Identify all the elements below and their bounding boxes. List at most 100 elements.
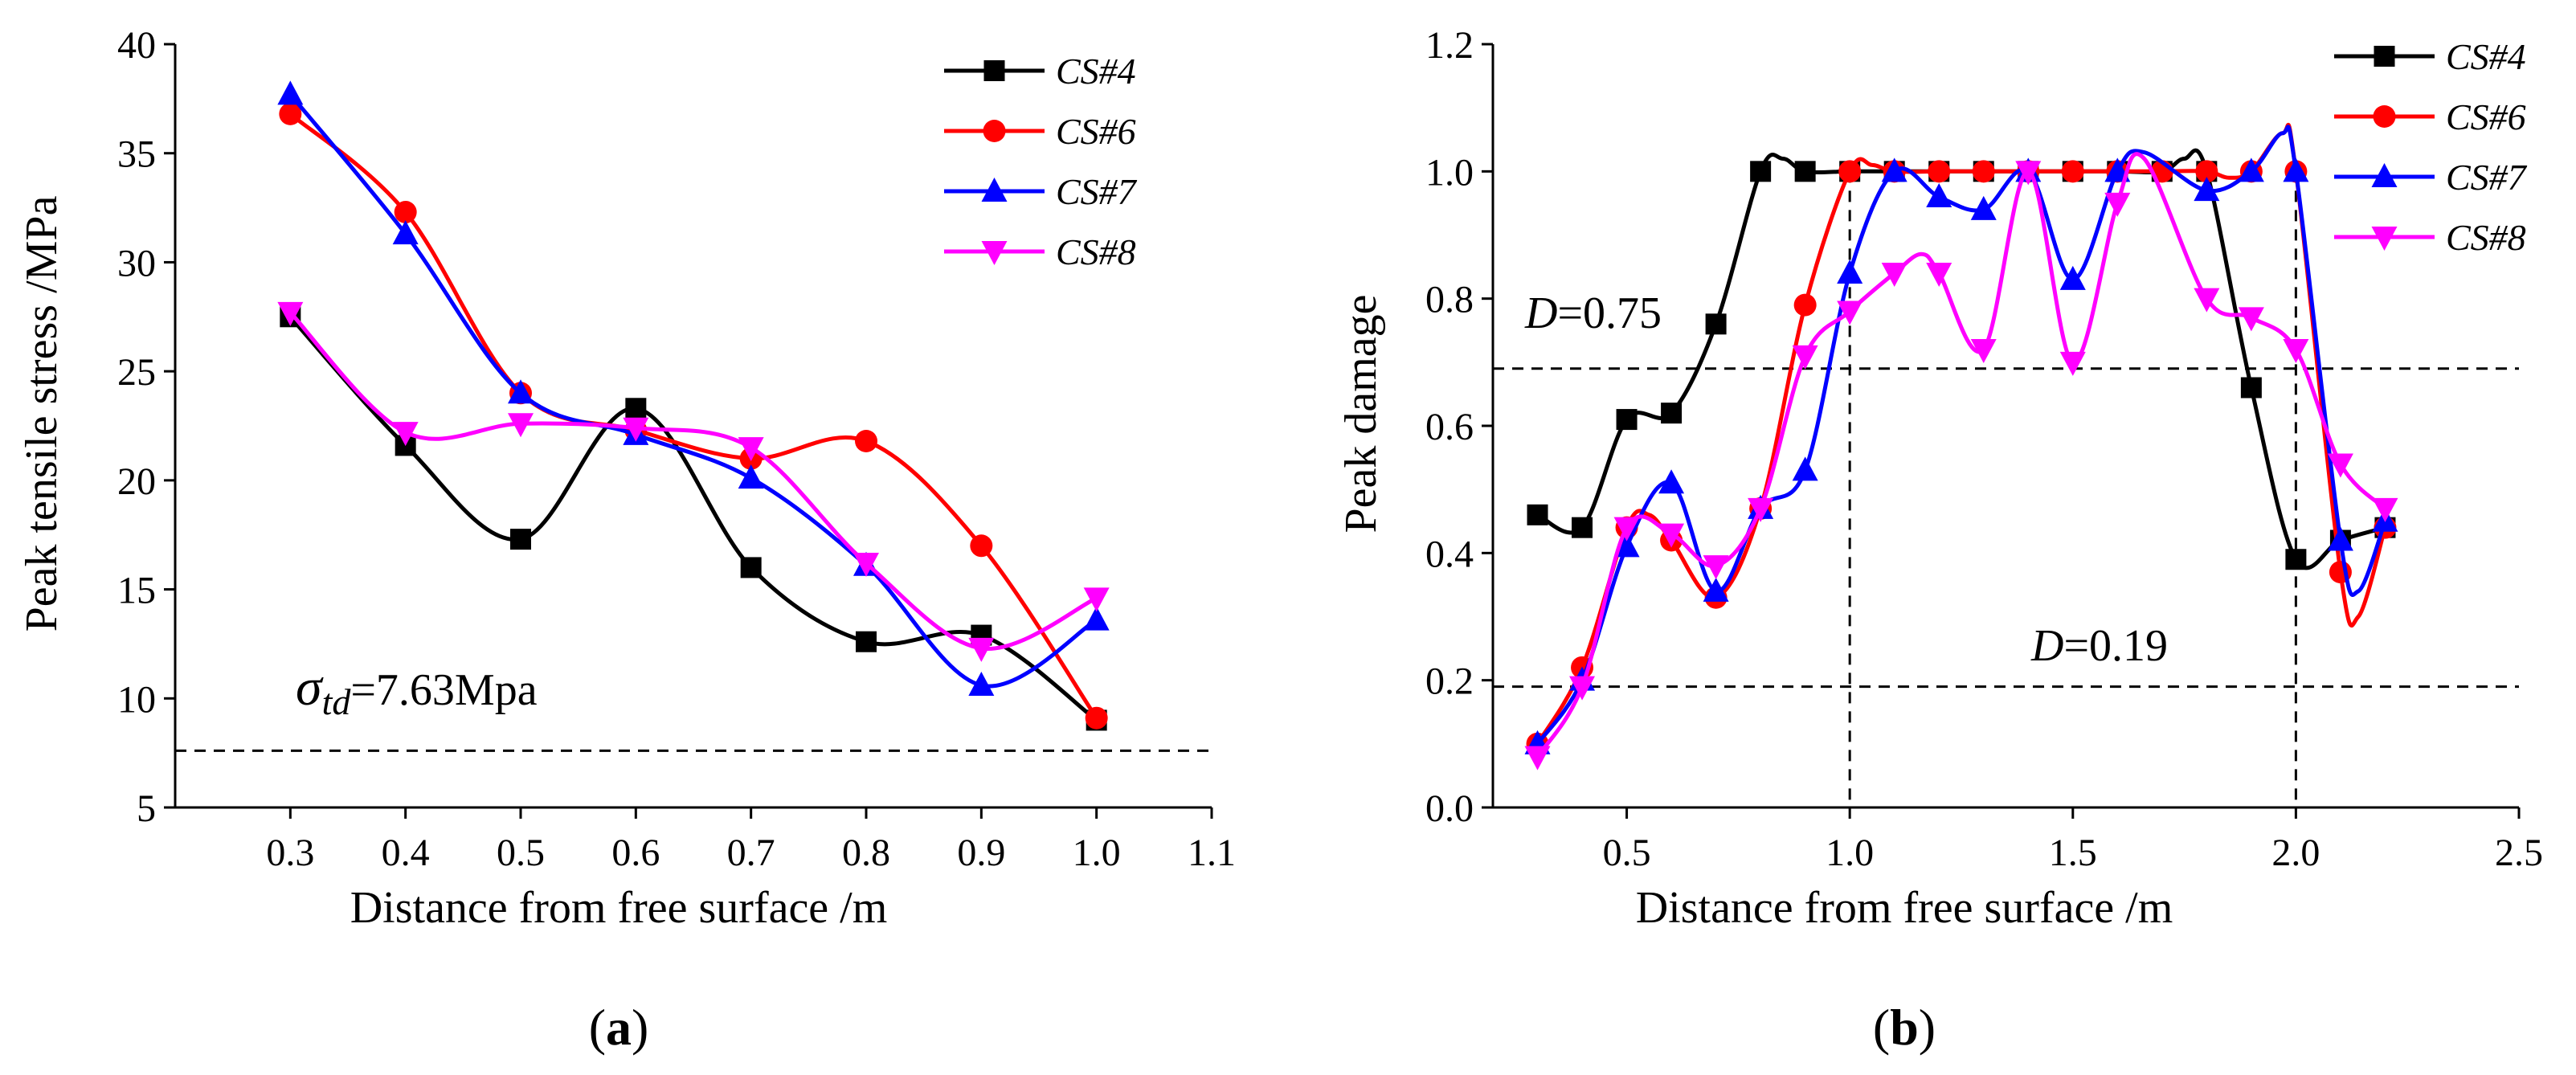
x-tick-label-a: 1.0 — [1073, 832, 1121, 874]
data-point-CS8 — [2104, 192, 2131, 217]
legend-marker-CS8 — [981, 241, 1008, 265]
data-point-CS6 — [1972, 160, 1995, 183]
data-point-CS4 — [1661, 403, 1683, 424]
x-tick-label-a: 0.8 — [842, 832, 890, 874]
data-point-CS8 — [738, 437, 764, 462]
data-point-CS4 — [1750, 161, 1772, 182]
data-point-CS4 — [740, 557, 762, 578]
data-point-CS8 — [1837, 300, 1863, 325]
legend-label-CS4: CS#4 — [1056, 51, 1136, 92]
panel-label-b-letter: b — [1890, 999, 1919, 1056]
legend-marker-CS4 — [983, 60, 1005, 81]
data-point-CS4 — [1794, 161, 1816, 182]
y-tick-label-b: 0.6 — [1425, 406, 1474, 448]
data-point-CS4 — [2240, 377, 2262, 399]
legend-marker-CS7 — [981, 178, 1008, 202]
data-point-CS8 — [1881, 263, 1907, 287]
data-point-CS7 — [1837, 260, 1863, 284]
panel-label-b-close: ) — [1919, 999, 1936, 1056]
data-point-CS6 — [1085, 706, 1108, 730]
y-tick-label-a: 5 — [137, 787, 156, 830]
chart-panel-b: 0.5 1.0 1.5 2.0 2.5 0.0 0.2 0.4 0.6 0.8 1.0 1.2 CS#4… — [1336, 24, 2543, 1056]
y-tick-label-a: 35 — [117, 133, 156, 176]
plot-area-a: 0.3 0.4 0.5 0.6 0.7 0.8 0.9 1.0 1.1 5 10 15 20 25 30 35… — [117, 24, 1236, 874]
data-point-CS7 — [277, 80, 304, 105]
data-point-CS7 — [2238, 157, 2264, 182]
legend-marker-CS4 — [2374, 46, 2395, 67]
data-point-CS4 — [2285, 549, 2307, 570]
damage-annotation-lower: D=0.19 — [2030, 621, 2168, 671]
legend-label-CS6: CS#6 — [1056, 111, 1136, 152]
panel-label-a-open: ( — [589, 999, 606, 1056]
y-tick-label-a: 30 — [117, 242, 156, 284]
y-tick-label-a: 20 — [117, 460, 156, 503]
legend-marker-CS7 — [2371, 163, 2398, 187]
data-point-CS7 — [1881, 157, 1907, 182]
x-tick-label-a: 1.1 — [1188, 832, 1236, 874]
data-point-CS8 — [2015, 161, 2042, 186]
y-tick-label-b: 1.2 — [1425, 24, 1474, 67]
y-tick-label-b: 0.4 — [1425, 533, 1474, 575]
x-tick-label-a: 0.3 — [266, 832, 314, 874]
data-point-CS7 — [1970, 195, 1997, 220]
data-point-CS4 — [625, 398, 647, 419]
damage-annotation-lower-symbol: D — [2030, 621, 2063, 671]
data-point-CS4 — [856, 631, 877, 652]
data-point-CS7 — [1083, 606, 1110, 631]
y-tick-label-b: 0.2 — [1425, 660, 1474, 703]
y-tick-label-b: 0.8 — [1425, 279, 1474, 321]
sigma-subscript: td — [322, 681, 352, 722]
data-point-CS8 — [1792, 345, 1818, 370]
legend-label-CS7: CS#7 — [2446, 157, 2528, 198]
plot-area-b: 0.5 1.0 1.5 2.0 2.5 0.0 0.2 0.4 0.6 0.8 1.0 1.2 CS#4… — [1425, 24, 2543, 874]
y-tick-label-b: 0.0 — [1425, 787, 1474, 830]
data-point-CS8 — [1083, 587, 1110, 612]
legend-label-CS6: CS#6 — [2446, 96, 2526, 137]
data-point-CS8 — [623, 417, 649, 442]
data-point-CS7 — [2059, 265, 2086, 290]
data-point-CS8 — [968, 637, 995, 662]
sigma-value: =7.63Mpa — [350, 665, 537, 715]
x-tick-label-b: 2.0 — [2271, 832, 2320, 874]
data-point-CS7 — [2327, 526, 2353, 551]
y-tick-label-a: 15 — [117, 570, 156, 612]
data-point-CS4 — [1705, 313, 1727, 335]
data-point-CS8 — [1613, 517, 1640, 542]
legend-label-CS7: CS#7 — [1056, 171, 1138, 212]
data-point-CS8 — [853, 553, 879, 577]
data-point-CS4 — [1616, 409, 1638, 431]
panel-label-a: (a) — [589, 999, 649, 1056]
data-point-CS7 — [508, 379, 534, 404]
y-axis-label-a: Peak tensile stress /MPa — [17, 195, 67, 632]
data-point-CS8 — [2327, 453, 2353, 478]
data-point-CS7 — [1613, 533, 1640, 558]
data-point-CS7 — [1703, 577, 1729, 602]
data-point-CS7 — [738, 464, 764, 489]
data-point-CS8 — [277, 301, 304, 326]
panel-label-b: (b) — [1873, 999, 1936, 1056]
panel-label-a-close: ) — [632, 999, 648, 1056]
data-point-CS8 — [2372, 497, 2398, 522]
data-point-CS6 — [970, 534, 993, 558]
x-tick-label-a: 0.5 — [497, 832, 545, 874]
data-point-CS8 — [2194, 288, 2220, 313]
legend-label-CS8: CS#8 — [2446, 217, 2526, 258]
data-point-CS8 — [2059, 351, 2086, 376]
y-tick-label-a: 25 — [117, 351, 156, 394]
chart-panel-a: 0.3 0.4 0.5 0.6 0.7 0.8 0.9 1.0 1.1 5 10 15 20 25 30 35… — [17, 24, 1236, 1056]
data-point-CS8 — [1748, 497, 1774, 522]
x-tick-label-a: 0.4 — [382, 832, 430, 874]
x-tick-label-b: 0.5 — [1603, 832, 1651, 874]
x-axis-label-a: Distance from free surface /m — [350, 883, 888, 933]
data-point-CS7 — [392, 220, 419, 245]
legend-marker-CS8 — [2371, 227, 2398, 251]
panel-label-b-open: ( — [1873, 999, 1890, 1056]
x-tick-label-a: 0.9 — [957, 832, 1005, 874]
data-point-CS8 — [1970, 339, 1997, 363]
data-point-CS4 — [1527, 504, 1548, 525]
y-tick-label-b: 1.0 — [1425, 151, 1474, 194]
sigma-td-annotation: σtd=7.63Mpa — [296, 658, 538, 722]
data-point-CS8 — [2238, 307, 2264, 332]
damage-annotation-upper-symbol: D — [1524, 288, 1557, 338]
